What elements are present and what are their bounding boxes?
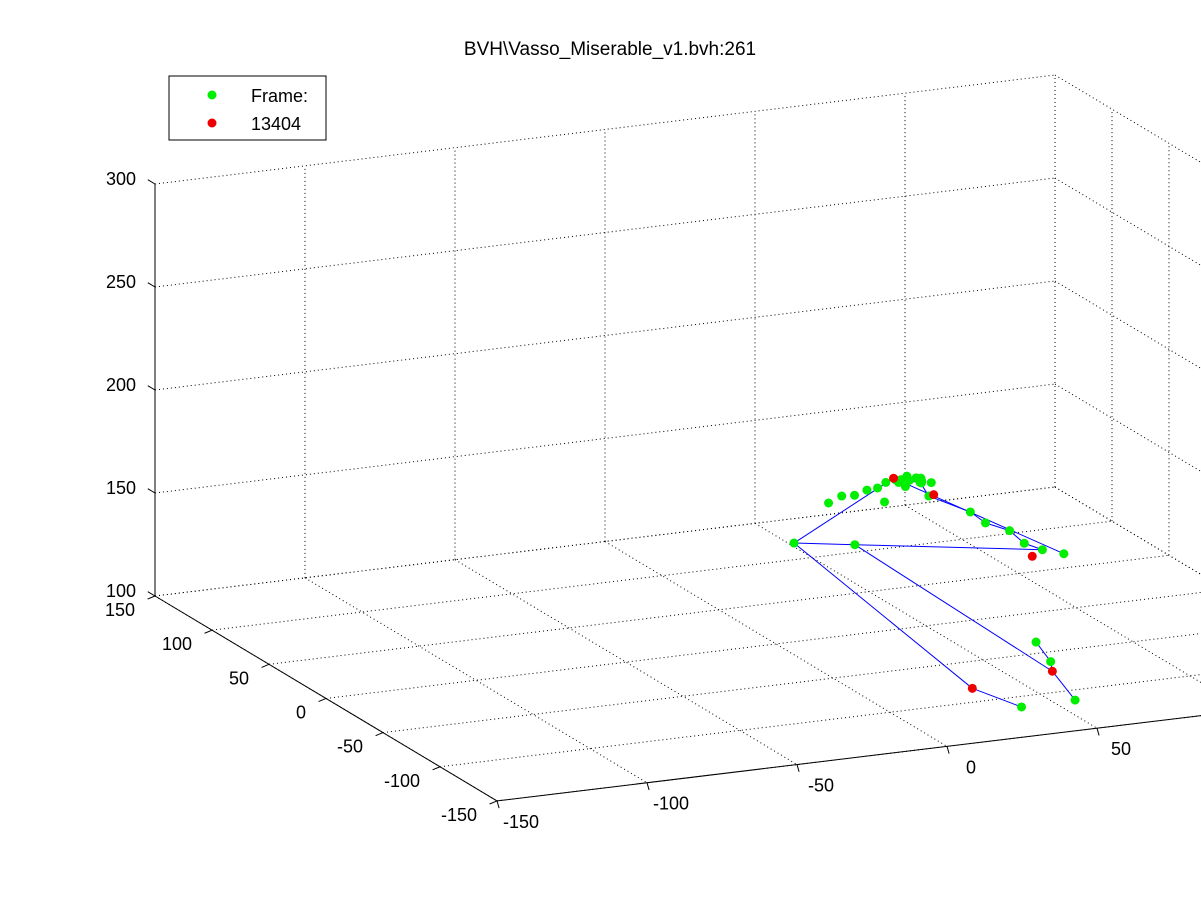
y-tick-label: 150	[105, 600, 135, 620]
joint-point	[881, 477, 891, 487]
floor-gridline-x	[604, 541, 948, 747]
y-tick-label: 100	[162, 634, 192, 654]
joint-point	[1031, 637, 1041, 647]
joint-point	[824, 498, 834, 508]
skeleton-bone	[928, 495, 971, 513]
skeleton-bone	[893, 477, 1065, 555]
joint-point	[850, 540, 860, 550]
x-tick-label: 0	[966, 757, 976, 777]
joint-point	[1059, 549, 1069, 559]
side-wall-gridline-z	[1054, 74, 1201, 164]
legend-label-13404: 13404	[251, 114, 301, 134]
floor-gridline-y	[211, 520, 1113, 631]
joint-point	[789, 538, 799, 548]
x-tick-mark	[946, 746, 950, 754]
y-tick-label: 0	[296, 702, 306, 722]
floor-gridline-x	[454, 559, 798, 765]
x-tick-label: 50	[1111, 739, 1131, 759]
x-tick-label: -50	[808, 776, 834, 796]
z-tick-label: 300	[106, 169, 136, 189]
joint-point	[880, 497, 890, 507]
side-wall-gridline-z	[1054, 486, 1201, 576]
z-tick-mark	[147, 488, 156, 494]
x-tick-mark	[796, 764, 800, 772]
joint-point	[926, 478, 936, 488]
z-tick-mark	[147, 385, 156, 391]
joint-point	[873, 483, 883, 493]
joint-point	[1017, 702, 1027, 712]
legend-marker-frame	[207, 90, 217, 100]
axes-layer	[147, 179, 1201, 809]
skeleton-bone	[1051, 670, 1076, 701]
z-tick-label: 200	[106, 375, 136, 395]
floor-gridline-y	[325, 591, 1201, 699]
side-wall-gridline-z	[1054, 383, 1201, 473]
y-tick-label: -150	[441, 805, 477, 825]
joint-point	[1046, 657, 1056, 667]
end-site-point	[889, 473, 899, 483]
z-tick-label: 100	[106, 581, 136, 601]
joint-point	[1019, 538, 1029, 548]
skeleton-bone	[972, 687, 1022, 708]
y-tick-label: 50	[229, 668, 249, 688]
z-tick-label: 150	[106, 478, 136, 498]
joint-point	[837, 491, 847, 501]
chart-title: BVH\Vasso_Miserable_v1.bvh:261	[464, 39, 756, 60]
joint-point	[850, 490, 860, 500]
skeleton-bone	[793, 542, 973, 689]
tick-labels: -150-100-50050100150-150-100-50050100150…	[105, 169, 1131, 832]
z-tick-label: 250	[106, 272, 136, 292]
skeleton-joints	[789, 471, 1080, 712]
y-tick-label: -100	[384, 771, 420, 791]
skeleton-bone	[854, 544, 1043, 551]
x-tick-mark	[496, 800, 500, 809]
y-tick-mark	[204, 629, 213, 634]
joint-point	[862, 485, 872, 495]
y-tick-mark	[261, 663, 270, 668]
y-tick-mark	[375, 732, 384, 737]
joint-point	[1037, 545, 1047, 555]
legend-label-frame: Frame:	[251, 86, 308, 106]
x-tick-label: -150	[503, 812, 539, 832]
y-tick-mark	[432, 766, 441, 771]
joint-point	[965, 507, 975, 517]
y-tick-mark	[318, 697, 327, 703]
z-tick-mark	[147, 179, 156, 185]
side-wall-gridline-z	[1054, 177, 1201, 267]
x-axis-line	[496, 715, 1201, 802]
joint-point	[904, 475, 914, 485]
legend-marker-13404	[207, 118, 217, 128]
end-site-point	[929, 490, 939, 500]
y-tick-mark	[147, 595, 156, 600]
end-site-point	[1047, 666, 1057, 676]
side-wall-gridline-z	[1054, 280, 1201, 370]
x-tick-label: -100	[653, 794, 689, 814]
legend: Frame: 13404	[168, 75, 327, 141]
skeleton-bones	[793, 477, 1076, 708]
y-tick-label: -50	[337, 737, 363, 757]
skeleton-bone	[793, 542, 855, 546]
grid-layer	[154, 74, 1201, 802]
floor-gridline-x	[304, 577, 648, 784]
floor-gridline-y	[496, 715, 1201, 802]
end-site-point	[1027, 551, 1037, 561]
skeleton-bone	[854, 544, 1053, 672]
z-tick-mark	[147, 591, 156, 597]
x-tick-mark	[646, 782, 650, 791]
y-tick-mark	[489, 800, 498, 805]
joint-point	[1070, 695, 1080, 705]
z-tick-mark	[147, 282, 156, 288]
legend-box	[168, 75, 327, 141]
x-tick-mark	[1096, 728, 1100, 736]
floor-gridline-y	[382, 633, 1201, 734]
joint-point	[980, 518, 990, 528]
floor-gridline-x	[1054, 486, 1201, 576]
joint-point	[1005, 526, 1015, 536]
floor-gridline-x	[904, 504, 1201, 684]
end-site-point	[967, 683, 977, 693]
